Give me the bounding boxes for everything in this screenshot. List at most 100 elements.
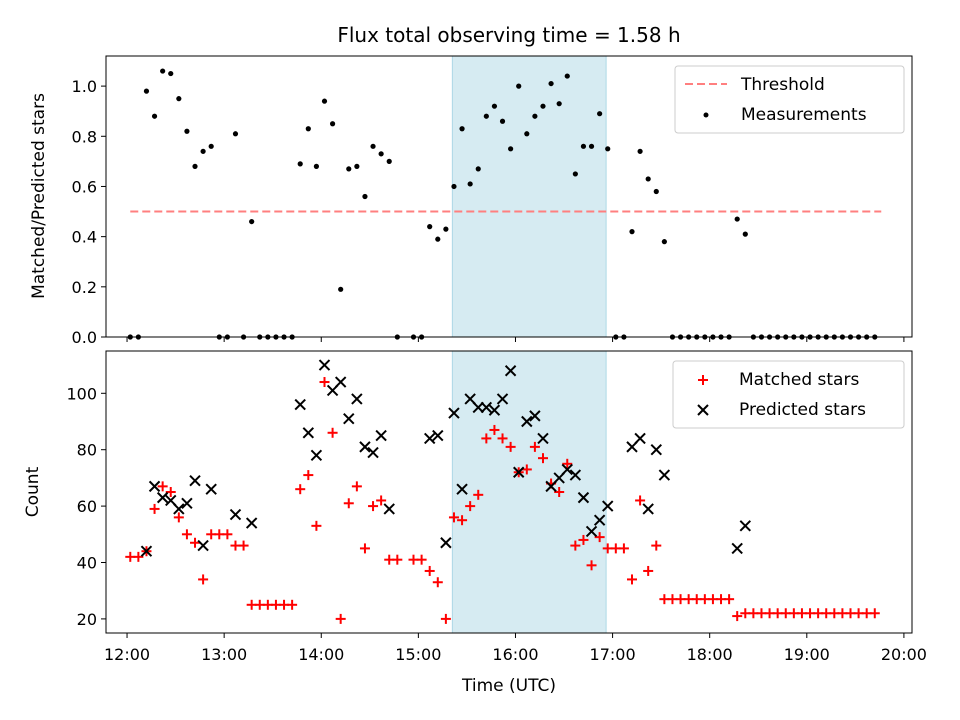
matched-point [416,554,427,565]
measurement-point [168,70,174,77]
bottom-xtick-label: 15:00 [395,645,441,664]
measurement-point [451,183,457,190]
matched-point [473,489,484,500]
matched-point [497,433,508,444]
matched-point [635,495,646,506]
top-span-rect [451,55,607,338]
matched-point [238,540,249,551]
predicted-point [318,359,331,371]
measurement-point [443,226,449,232]
measurement-point [475,166,481,172]
measurement-point [321,98,328,104]
matched-point [198,574,209,585]
measurement-point [629,229,635,235]
measurement-point [313,163,320,169]
legend-threshold-label: Threshold [740,75,825,95]
predicted-point [440,537,452,549]
measurement-point [160,68,166,74]
predicted-point [456,483,468,495]
matched-point [424,565,435,576]
bottom-xtick-label: 18:00 [687,645,733,664]
top-legend-frame [674,65,905,134]
top-ytick-label: 0.4 [72,228,97,247]
predicted-points [140,359,752,557]
top-ytick-label: 0.0 [72,328,97,347]
matched-point [627,574,638,585]
measurement-point [483,113,489,119]
predicted-point [537,432,549,445]
matched-point [432,577,443,588]
predicted-point [529,410,541,422]
matched-point [562,458,573,469]
matched-point [457,515,468,526]
ratio-panel: 0.0 0.2 0.4 0.6 0.8 1.0 Matched/Predicted sta… [29,55,913,347]
matched-point [724,594,735,605]
predicted-point [173,503,185,515]
measurement-point [580,143,587,149]
bottom-axes-frame [105,350,913,634]
predicted-point [650,443,662,456]
legend-matched-label: Matched stars [739,370,859,390]
matched-points [125,377,880,624]
measurement-point [192,163,198,169]
bottom-ylabel: Count [23,466,43,517]
bottom-legend-frame [672,360,905,429]
matched-point [376,495,387,506]
matched-point [448,512,459,523]
bottom-ytick-label: 20 [77,610,97,629]
top-ylabel: Matched/Predicted stars [29,93,49,299]
matched-point [319,377,330,388]
matched-point [481,433,492,444]
predicted-point [343,412,355,425]
matched-point [311,520,322,531]
top-ytick-label: 0.2 [72,278,97,297]
measurement-point [370,143,376,149]
matched-point [651,540,662,551]
predicted-point [585,525,598,538]
measurement-point [329,121,336,127]
measurement-point [305,126,311,132]
matched-point [554,487,565,497]
top-ytick-label: 1.0 [72,77,97,96]
matched-point [594,532,605,543]
measurement-point [354,163,360,169]
predicted-point [140,545,153,557]
bottom-legend: Matched stars Predicted stars [672,360,905,429]
predicted-point [602,500,614,512]
legend-measurement-label: Measurements [741,105,867,125]
measurement-point [532,113,538,119]
legend-matched-swatch [698,375,708,385]
predicted-point [472,401,484,414]
bottom-xtick-label: 16:00 [492,645,538,664]
matched-point [327,427,338,438]
matched-point [368,501,379,512]
bottom-ytick-label: 60 [77,497,97,516]
predicted-point [423,432,436,445]
matched-point [335,613,346,624]
predicted-point [432,429,444,442]
top-ytick-label: 0.8 [72,127,97,146]
legend-predicted-swatch [697,404,709,416]
measurement-point [499,118,506,124]
predicted-point [513,466,525,478]
measurement-point [637,148,643,154]
measurement-point [176,96,182,102]
predicted-point [189,475,201,487]
bottom-y-ticks: 20 40 60 80 100 [66,384,106,629]
bottom-ytick-label: 40 [77,554,97,573]
matched-point [222,529,233,540]
measurement-point [508,146,514,152]
matched-point [157,481,168,492]
predicted-point [181,497,193,509]
predicted-point [593,514,606,526]
predicted-point [334,376,347,388]
matched-point [869,608,880,619]
top-x-ticks [126,337,905,342]
legend-predicted-label: Predicted stars [739,400,866,420]
predicted-point [367,446,379,459]
predicted-point [496,393,509,405]
predicted-point [197,539,209,552]
predicted-point [480,401,493,414]
measurement-point [597,111,603,117]
measurement-point [386,158,392,164]
